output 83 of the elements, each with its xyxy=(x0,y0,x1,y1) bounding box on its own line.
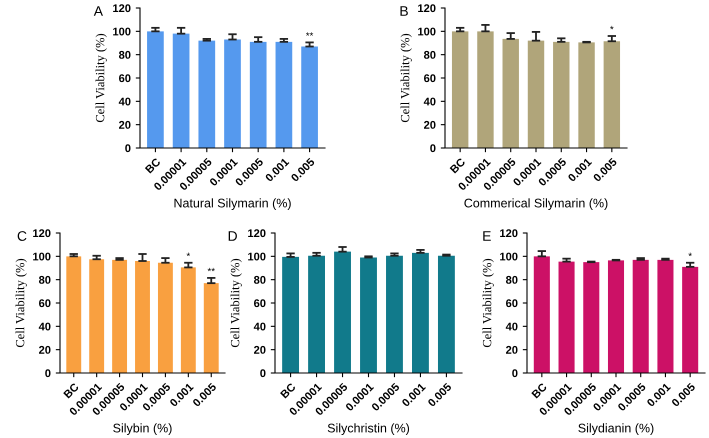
bar xyxy=(224,40,241,148)
y-axis-title: Cell Viability (%) xyxy=(230,258,242,348)
bar xyxy=(250,42,267,148)
y-tick-label: 0 xyxy=(45,369,51,378)
y-tick-label: 60 xyxy=(424,74,436,82)
bar xyxy=(276,42,292,148)
y-tick-label: 100 xyxy=(418,28,436,36)
y-tick-label: 60 xyxy=(506,299,518,308)
bar xyxy=(204,283,219,373)
bar xyxy=(89,259,104,373)
y-tick-label: 80 xyxy=(118,50,131,59)
y-tick-label: 60 xyxy=(119,74,131,82)
bar xyxy=(632,260,649,373)
bar xyxy=(172,34,190,148)
x-axis-title: Silychristin (%) xyxy=(328,423,410,435)
annotation: ** xyxy=(208,268,215,272)
bar xyxy=(553,42,570,148)
y-tick-label: 40 xyxy=(506,322,518,330)
chart-title: A xyxy=(94,6,103,16)
y-axis-title: Cell Viability (%) xyxy=(96,34,107,122)
y-tick-label: 80 xyxy=(506,276,518,284)
chart-title: C xyxy=(18,231,26,241)
y-tick-label: 20 xyxy=(506,346,518,354)
bar xyxy=(682,266,698,373)
y-tick-label: 100 xyxy=(500,252,518,260)
bar xyxy=(147,31,164,148)
bar xyxy=(452,31,468,148)
y-tick-label: 100 xyxy=(113,28,131,36)
x-axis-title: Silybin (%) xyxy=(113,423,172,435)
x-axis-title: Commerical Silymarin (%) xyxy=(464,198,608,210)
y-tick-label: 120 xyxy=(113,4,131,12)
y-tick-label: 80 xyxy=(424,50,436,59)
bar xyxy=(583,262,600,373)
x-axis-title: Natural Silymarin (%) xyxy=(174,198,291,210)
annotation: * xyxy=(186,252,190,256)
y-tick-label: 40 xyxy=(254,322,266,330)
y-tick-label: 60 xyxy=(254,299,266,308)
y-tick-label: 40 xyxy=(118,98,131,106)
y-tick-label: 20 xyxy=(119,120,131,129)
bar xyxy=(558,262,575,373)
y-tick-label: 120 xyxy=(500,229,518,238)
bar xyxy=(301,46,318,148)
chart-title: D xyxy=(228,231,237,241)
bar xyxy=(604,41,620,148)
bar xyxy=(528,40,544,148)
y-tick-label: 100 xyxy=(33,252,51,260)
y-tick-label: 80 xyxy=(38,276,51,284)
bar xyxy=(578,42,595,148)
annotation: * xyxy=(688,252,692,256)
chart-title: B xyxy=(400,6,408,16)
y-tick-label: 0 xyxy=(125,144,131,152)
bar xyxy=(534,256,550,373)
bar xyxy=(158,262,173,373)
bar xyxy=(502,38,519,148)
bar xyxy=(66,256,82,373)
y-tick-label: 80 xyxy=(254,276,266,284)
y-tick-label: 0 xyxy=(512,369,518,378)
y-axis-title: Cell Viability (%) xyxy=(482,258,494,348)
y-tick-label: 120 xyxy=(33,229,51,238)
bar xyxy=(112,260,128,373)
y-tick-label: 0 xyxy=(430,144,436,152)
bar xyxy=(198,40,216,148)
y-tick-label: 40 xyxy=(38,322,51,330)
y-tick-label: 120 xyxy=(248,229,266,238)
y-axis-title: Cell Viability (%) xyxy=(400,34,412,122)
bar xyxy=(477,31,494,148)
annotation: ** xyxy=(306,32,314,36)
y-tick-label: 60 xyxy=(39,299,51,308)
y-tick-label: 20 xyxy=(254,346,266,354)
bar xyxy=(657,260,674,373)
x-axis-title: Silydianin (%) xyxy=(578,423,654,435)
y-tick-label: 20 xyxy=(39,346,51,354)
bar xyxy=(180,267,196,373)
annotation: * xyxy=(610,26,614,30)
y-axis-title: Cell Viability (%) xyxy=(16,258,27,348)
y-tick-label: 120 xyxy=(418,4,436,12)
y-tick-label: 20 xyxy=(424,120,436,129)
y-tick-label: 100 xyxy=(248,252,266,260)
bar xyxy=(135,261,150,373)
chart-title: E xyxy=(483,231,491,241)
y-tick-label: 40 xyxy=(424,98,436,106)
bar xyxy=(608,260,624,373)
y-tick-label: 0 xyxy=(260,369,266,378)
